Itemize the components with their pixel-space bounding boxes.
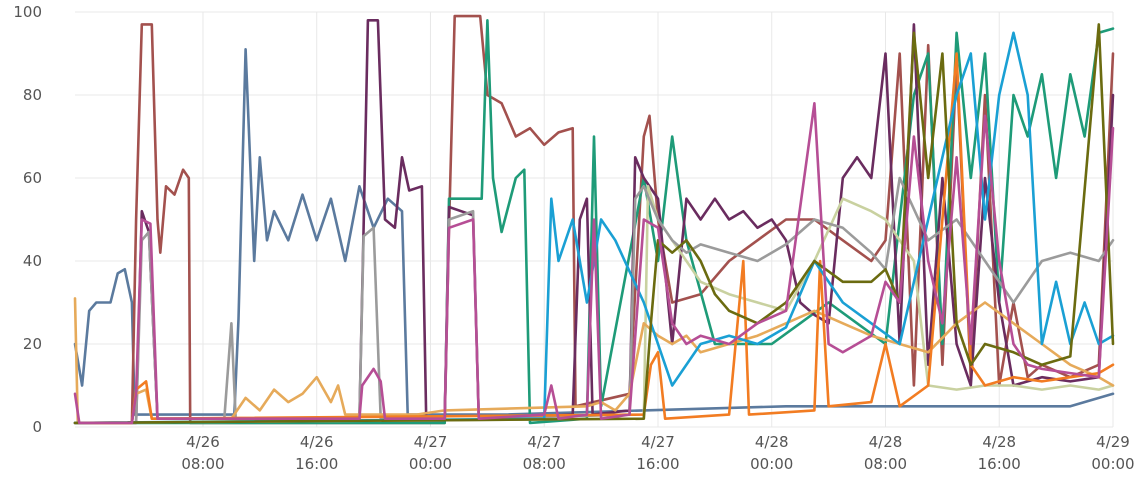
x-tick-time-label: 08:00 <box>864 455 907 473</box>
y-tick-label: 60 <box>23 169 42 187</box>
y-tick-label: 80 <box>23 86 42 104</box>
y-tick-label: 0 <box>32 418 42 436</box>
x-tick-date-label: 4/28 <box>755 433 789 451</box>
x-tick-time-label: 16:00 <box>636 455 679 473</box>
x-tick-time-label: 00:00 <box>750 455 793 473</box>
axes: 0 20 40 60 80 100 4/26 08:00 4/26 16:00 4/27 00:00 4… <box>13 3 1134 473</box>
x-tick-time-label: 08:00 <box>181 455 224 473</box>
y-tick-label: 100 <box>13 3 42 21</box>
series-line-8 <box>73 52 1115 425</box>
series-layer <box>73 14 1115 425</box>
x-tick-date-label: 4/28 <box>982 433 1016 451</box>
y-tick-label: 20 <box>23 335 42 353</box>
x-tick-time-label: 16:00 <box>978 455 1021 473</box>
series-line-4 <box>73 19 1115 425</box>
series-line-11 <box>73 102 1115 425</box>
x-tick-time-label: 08:00 <box>523 455 566 473</box>
x-tick-time-label: 00:00 <box>409 455 452 473</box>
series-line-7 <box>73 297 1115 425</box>
x-tick-date-label: 4/26 <box>300 433 334 451</box>
series-line-3 <box>73 19 1115 425</box>
y-tick-label: 40 <box>23 252 42 270</box>
x-tick-time-label: 16:00 <box>295 455 338 473</box>
series-line-9 <box>73 31 1115 425</box>
x-tick-date-label: 4/26 <box>186 433 220 451</box>
x-tick-time-label: 00:00 <box>1091 455 1134 473</box>
series-line-10 <box>73 23 1115 425</box>
x-tick-date-label: 4/27 <box>527 433 561 451</box>
series-line-6 <box>73 176 1115 425</box>
x-tick-date-label: 4/27 <box>414 433 448 451</box>
x-tick-date-label: 4/27 <box>641 433 675 451</box>
x-tick-date-label: 4/29 <box>1096 433 1130 451</box>
series-line-1 <box>73 48 1115 416</box>
x-tick-date-label: 4/28 <box>869 433 903 451</box>
